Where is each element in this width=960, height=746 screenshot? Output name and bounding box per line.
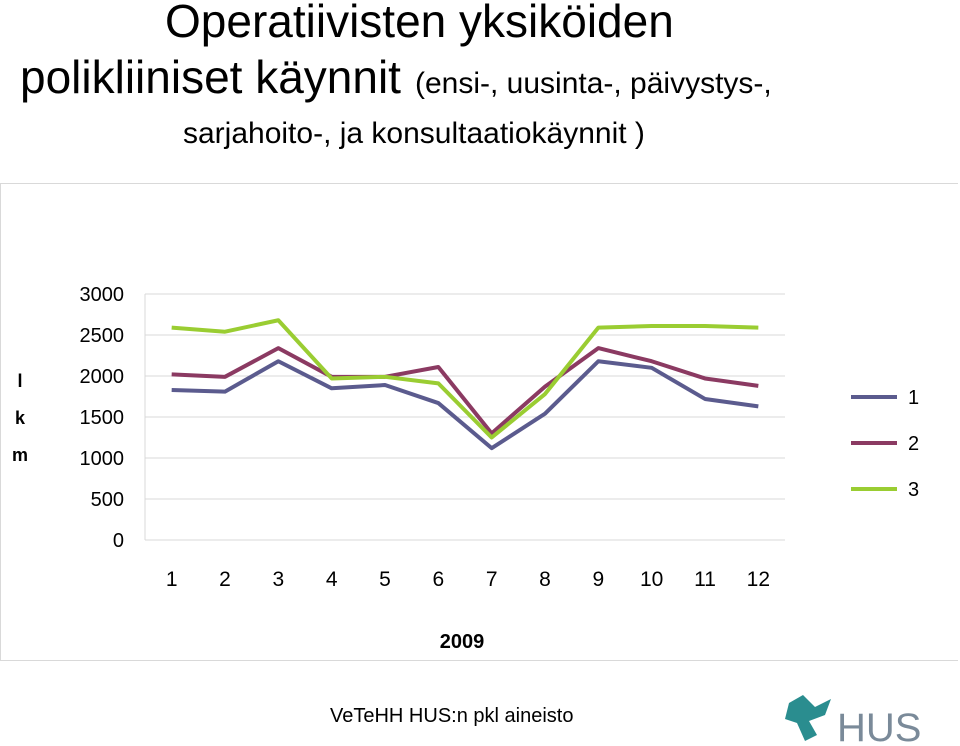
chart-title-line-2: polikliiniset käynnit (ensi-, uusinta-, p… <box>20 50 772 104</box>
x-tick-label: 7 <box>486 568 498 591</box>
x-axis-label: 2009 <box>440 631 485 653</box>
series-line-1 <box>171 359 759 451</box>
y-tick-label: 2000 <box>80 366 125 388</box>
legend: 1 2 3 <box>851 387 919 501</box>
y-tick-label: 500 <box>91 489 124 511</box>
x-axis-ticks: 1 2 3 4 5 6 7 8 9 10 11 12 <box>166 568 770 591</box>
x-tick-label: 6 <box>432 568 444 591</box>
y-tick-label: 1000 <box>80 448 125 470</box>
legend-label: 1 <box>908 387 919 409</box>
y-axis-label: lkm <box>12 371 28 465</box>
x-tick-label: 8 <box>539 568 551 591</box>
x-tick-label: 2 <box>219 568 231 591</box>
hus-logo-text: HUS <box>837 706 921 746</box>
y-tick-label: 1500 <box>80 407 125 429</box>
y-axis-ticks: 3000 2500 2000 1500 1000 500 0 <box>80 284 125 552</box>
x-tick-label: 11 <box>694 568 716 591</box>
x-tick-label: 10 <box>640 568 663 591</box>
series-lines <box>171 318 759 451</box>
y-tick-label: 3000 <box>80 284 125 306</box>
y-tick-label: 2500 <box>80 325 125 347</box>
chart-title-main: polikliiniset käynnit <box>20 51 401 103</box>
x-tick-label: 3 <box>272 568 284 591</box>
x-tick-label: 1 <box>166 568 178 591</box>
chart-subtitle-part-1: (ensi-, uusinta-, päivystys-, <box>414 67 772 100</box>
y-axis-label-char: l <box>17 371 22 391</box>
x-tick-label: 4 <box>326 568 338 591</box>
legend-label: 3 <box>908 479 919 501</box>
x-tick-label: 12 <box>747 568 770 591</box>
footer-source-text: VeTeHH HUS:n pkl aineisto <box>330 705 574 727</box>
chart-area-frame <box>0 183 958 661</box>
x-tick-label: 9 <box>592 568 604 591</box>
chart-title-line-1: Operatiivisten yksiköiden <box>165 0 674 47</box>
y-tick-label: 0 <box>113 530 124 552</box>
hus-cross-icon <box>785 695 831 741</box>
series-line-2 <box>171 346 759 436</box>
chart-subtitle-part-2: sarjahoito-, ja konsultaatiokäynnit ) <box>183 117 645 150</box>
series-line-3 <box>171 318 759 440</box>
y-axis-label-char: k <box>15 408 26 428</box>
legend-label: 2 <box>908 433 919 455</box>
x-tick-label: 5 <box>379 568 391 591</box>
gridlines <box>144 293 785 541</box>
y-axis-label-char: m <box>12 445 28 465</box>
hus-logo: HUS <box>785 695 921 746</box>
